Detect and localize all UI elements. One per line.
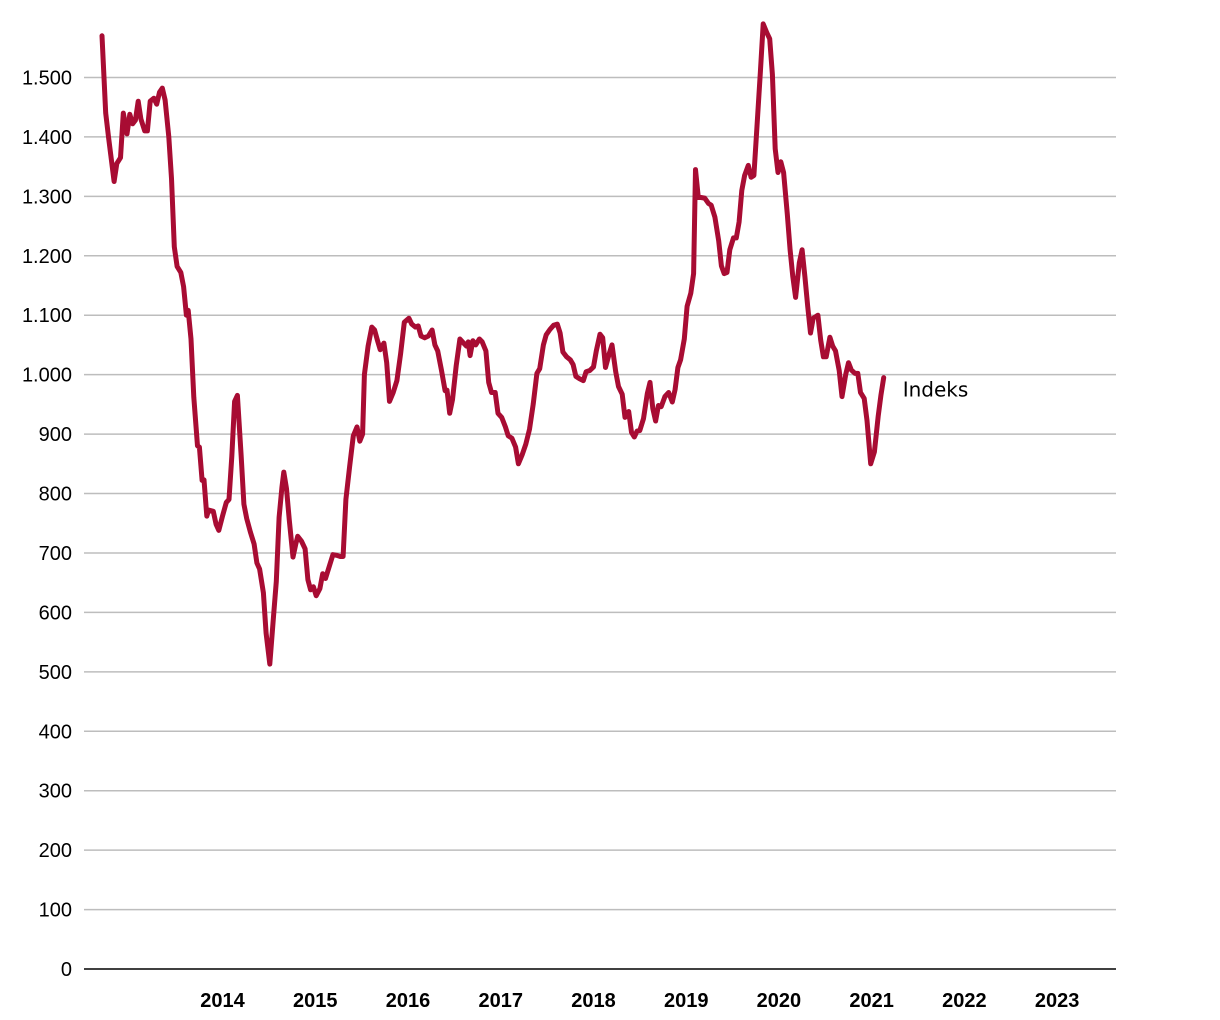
x-tick-label: 2020: [757, 990, 802, 1012]
x-tick-label: 2016: [386, 990, 431, 1012]
gridlines: [84, 76, 1116, 911]
y-tick-label: 1.200: [22, 246, 72, 268]
y-tick-label: 1.400: [22, 127, 72, 149]
series-line-indeks: [99, 21, 887, 667]
y-tick-label: 300: [39, 781, 72, 803]
y-tick-label: 400: [39, 721, 72, 743]
y-tick-label: 800: [39, 484, 72, 506]
y-tick-label: 1.300: [22, 186, 72, 208]
y-tick-label: 900: [39, 424, 72, 446]
x-tick-label: 2015: [293, 990, 338, 1012]
y-tick-label: 200: [39, 840, 72, 862]
y-tick-label: 1.000: [22, 365, 72, 387]
y-axis-tick-labels: 0 100 200 300 400 500 600 700 800 900 1.000 1.100 1.…: [22, 67, 72, 981]
x-tick-label: 2017: [478, 990, 523, 1012]
y-tick-label: 0: [61, 959, 72, 981]
x-tick-label: 2014: [200, 990, 245, 1012]
y-tick-label: 1.500: [22, 67, 72, 89]
x-tick-label: 2023: [1035, 990, 1080, 1012]
series-labels: Indeks: [903, 378, 969, 402]
x-tick-label: 2019: [664, 990, 709, 1012]
y-tick-label: 100: [39, 900, 72, 922]
x-tick-label: 2018: [571, 990, 616, 1012]
series-label: Indeks: [903, 378, 969, 402]
y-tick-label: 600: [39, 602, 72, 624]
x-tick-label: 2022: [942, 990, 987, 1012]
y-tick-label: 700: [39, 543, 72, 565]
series-group: [99, 21, 887, 667]
x-axis-tick-labels: 2014 2015 2016 2017 2018 2019 2020 2021 2022 2023: [200, 990, 1079, 1012]
y-tick-label: 1.100: [22, 305, 72, 327]
y-tick-label: 500: [39, 662, 72, 684]
x-tick-label: 2021: [849, 990, 894, 1012]
